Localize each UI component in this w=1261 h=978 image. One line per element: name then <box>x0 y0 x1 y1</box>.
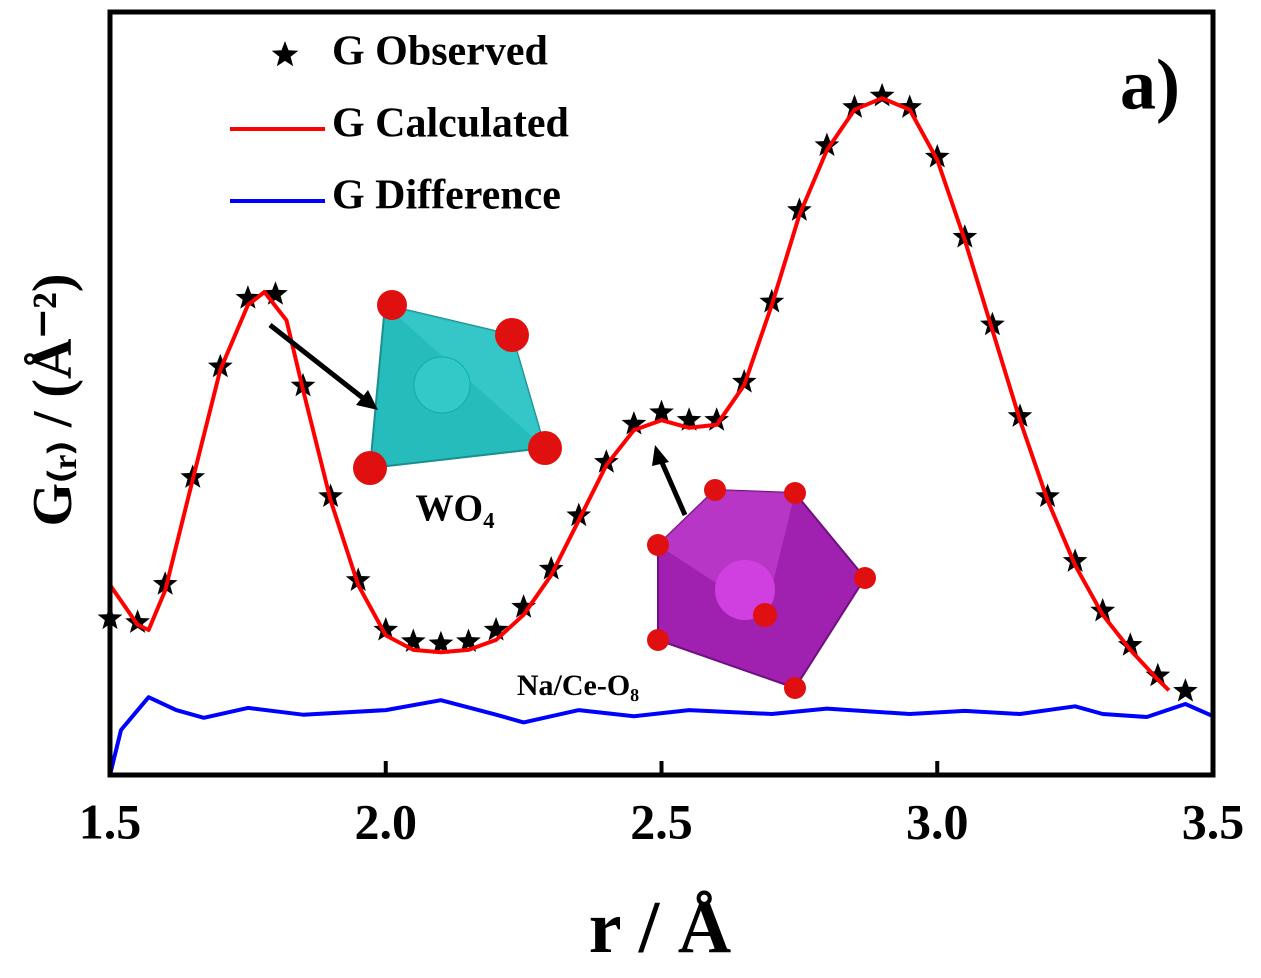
star-marker <box>924 144 950 168</box>
star-marker <box>1062 548 1088 572</box>
x-tick-label: 1.5 <box>79 793 142 849</box>
star-marker <box>1117 632 1143 656</box>
polyhedra <box>268 290 876 699</box>
arrow-head <box>356 390 378 410</box>
star-marker <box>511 594 536 618</box>
x-tick-label: 3.5 <box>1182 793 1245 849</box>
series-line <box>108 695 1214 776</box>
series-line <box>108 96 1171 692</box>
panel-label: a) <box>1120 45 1180 125</box>
star-marker <box>263 281 288 305</box>
x-axis-label: r / Å <box>589 887 732 969</box>
star-marker <box>566 502 592 527</box>
arrow <box>268 323 370 404</box>
star-marker <box>787 197 812 221</box>
legend-marker <box>271 41 299 67</box>
legend-label: G Calculated <box>332 101 569 147</box>
star-marker <box>897 94 922 118</box>
star-marker <box>456 628 481 652</box>
star-marker <box>1090 598 1116 622</box>
x-tick-label: 2.5 <box>630 793 693 849</box>
star-marker <box>842 94 867 118</box>
star-marker <box>483 617 509 641</box>
atom <box>353 451 387 485</box>
y-axis-label: G₍ᵣ₎ / (Å⁻²) <box>22 274 84 527</box>
star-marker <box>235 285 261 309</box>
wo4-label: WO₄ <box>416 488 496 530</box>
atom <box>854 567 876 589</box>
atom <box>753 603 777 627</box>
star-marker <box>649 399 674 424</box>
atom <box>647 629 669 651</box>
star-marker <box>373 617 399 641</box>
legend-label: G Difference <box>332 173 561 219</box>
naceo8-label: Na/Ce-O₈ <box>517 669 639 702</box>
star-marker <box>869 82 895 107</box>
atom <box>495 318 529 352</box>
star-marker <box>428 630 454 655</box>
star-marker <box>538 556 564 580</box>
atom <box>413 356 471 414</box>
x-tick-label: 3.0 <box>906 793 969 849</box>
x-tick-label: 2.0 <box>355 793 418 849</box>
legend-label: G Observed <box>332 29 548 75</box>
star-marker <box>1145 662 1171 687</box>
atom <box>784 482 806 504</box>
atom <box>784 677 806 699</box>
star-marker <box>676 407 702 431</box>
arrow <box>657 456 688 517</box>
star-marker <box>621 411 647 435</box>
atom <box>528 431 562 465</box>
star-marker <box>401 628 426 652</box>
star-marker <box>1173 678 1198 702</box>
arrow-head <box>652 445 669 466</box>
star-marker <box>814 132 840 156</box>
star-marker <box>594 449 619 473</box>
atom <box>647 534 669 556</box>
atom <box>377 290 407 320</box>
atom <box>704 479 726 501</box>
star-marker <box>704 407 729 431</box>
plot-frame <box>107 9 1216 778</box>
